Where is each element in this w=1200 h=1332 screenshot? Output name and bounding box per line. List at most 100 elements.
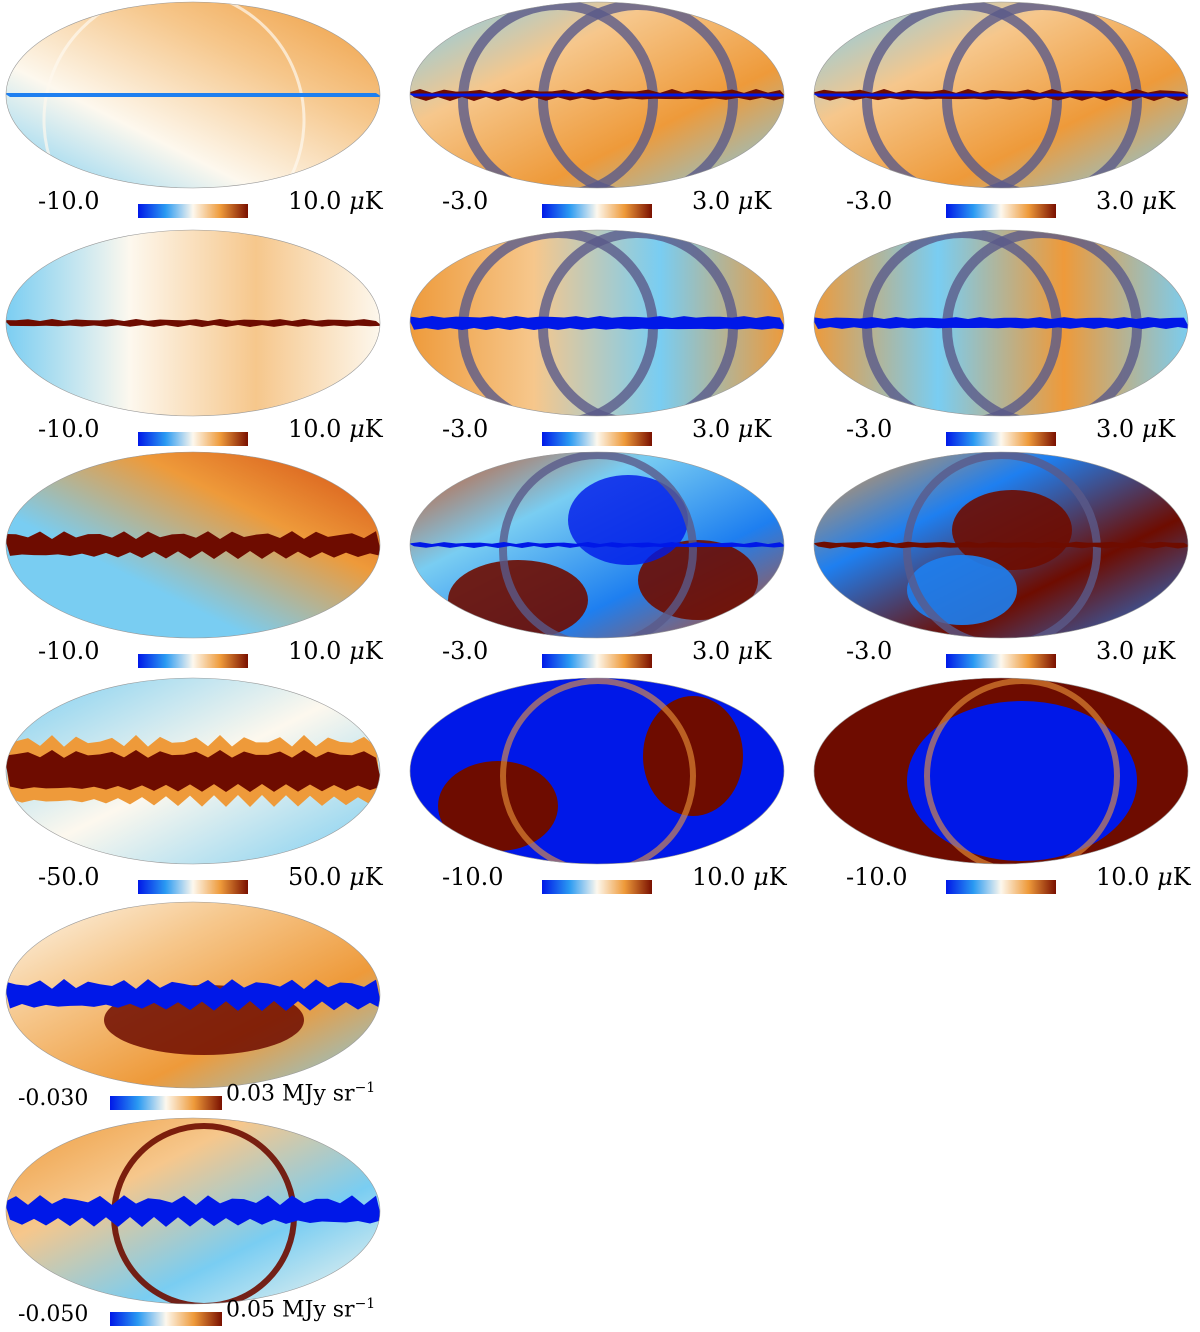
colorbar-min-label: -10.0 [38,637,100,665]
colorbar-unit: μK [737,637,772,665]
colorbar-min-label: -10.0 [442,863,504,891]
colorbar-min-label: -3.0 [846,415,893,443]
colorbar-max-label: 10.0 μK [288,415,383,443]
colorbar-unit-exponent: −1 [354,1296,376,1312]
colorbar-min-label: -3.0 [846,187,893,215]
colorbar-unit: μK [349,415,383,443]
sky-map-panel: -10.0 10.0 μK [4,228,396,450]
mollweide-map [813,229,1189,417]
colorbar-min-label: -10.0 [846,863,908,891]
colorbar-max-label: 10.0 μK [1096,863,1191,891]
sky-map-panel: -3.0 3.0 μK [812,0,1200,222]
mollweide-map [813,677,1189,865]
colorbar-max-value: 3.0 [692,637,738,665]
colorbar-min-label: -0.050 [18,1302,89,1327]
colorbar-max-value: 10.0 [288,415,350,443]
colorbar-max-label: 10.0 μK [288,187,383,215]
colorbar [138,654,248,668]
sky-map-panel: -3.0 3.0 μK [408,450,800,672]
colorbar-unit: μK [1141,187,1176,215]
colorbar-max-label: 3.0 μK [1096,637,1175,665]
colorbar-min-label: -10.0 [38,187,100,215]
mollweide-map [5,451,381,639]
colorbar [946,654,1056,668]
colorbar [138,204,248,218]
colorbar-unit: μK [1141,637,1176,665]
colorbar [946,432,1056,446]
colorbar-min-label: -0.030 [18,1086,89,1111]
sky-map-panel: -3.0 3.0 μK [812,228,1200,450]
colorbar-max-value: 3.0 [692,415,738,443]
sky-map-panel: -3.0 3.0 μK [408,0,800,222]
sky-map-panel: -3.0 3.0 μK [408,228,800,450]
mollweide-map [5,1,381,189]
colorbar-max-value: 0.05 [226,1297,282,1323]
colorbar [946,204,1056,218]
colorbar-unit: μK [1157,863,1191,891]
mollweide-map [409,1,785,189]
colorbar-max-label: 0.05 MJy sr−1 [226,1296,375,1322]
colorbar-unit: μK [737,187,772,215]
colorbar [138,432,248,446]
colorbar-min-label: -50.0 [38,863,100,891]
mollweide-map [813,1,1189,189]
colorbar-unit: μK [349,863,383,891]
mollweide-map [409,451,785,639]
colorbar-max-value: 50.0 [288,863,350,891]
colorbar-max-label: 0.03 MJy sr−1 [226,1080,375,1106]
colorbar-unit: μK [1141,415,1176,443]
colorbar-max-value: 3.0 [1096,415,1142,443]
colorbar-max-label: 3.0 μK [692,415,771,443]
mollweide-map [813,451,1189,639]
colorbar-unit: MJy sr [281,1081,355,1107]
colorbar-max-label: 10.0 μK [692,863,787,891]
colorbar-max-value: 10.0 [692,863,754,891]
mollweide-map [409,677,785,865]
colorbar-max-label: 3.0 μK [1096,415,1175,443]
colorbar [542,432,652,446]
colorbar-max-value: 3.0 [1096,637,1142,665]
colorbar-max-value: 0.03 [226,1081,282,1107]
sky-map-panel: -10.0 10.0 μK [4,450,396,672]
sky-map-panel: -10.0 10.0 μK [812,676,1200,898]
colorbar-min-label: -3.0 [442,637,489,665]
colorbar-unit: μK [349,187,383,215]
colorbar [542,204,652,218]
sky-map-panel: -50.0 50.0 μK [4,676,396,898]
colorbar [542,654,652,668]
colorbar-max-label: 3.0 μK [692,187,771,215]
colorbar [946,880,1056,894]
colorbar-max-label: 3.0 μK [1096,187,1175,215]
colorbar-min-label: -3.0 [442,187,489,215]
colorbar-max-value: 10.0 [288,637,350,665]
colorbar-unit-exponent: −1 [354,1080,376,1096]
colorbar [138,880,248,894]
colorbar-unit: μK [737,415,772,443]
colorbar-unit: μK [753,863,787,891]
sky-map-panel: -0.050 0.05 MJy sr−1 [4,1116,396,1332]
colorbar-min-label: -3.0 [442,415,489,443]
colorbar [542,880,652,894]
mollweide-map [5,1117,381,1305]
mollweide-map [5,901,381,1089]
colorbar-min-label: -3.0 [846,637,893,665]
sky-map-panel: -0.030 0.03 MJy sr−1 [4,900,396,1116]
colorbar-max-label: 3.0 μK [692,637,771,665]
colorbar-max-value: 10.0 [1096,863,1158,891]
colorbar-unit: μK [349,637,383,665]
colorbar-max-value: 3.0 [1096,187,1142,215]
colorbar-unit: MJy sr [281,1297,355,1323]
colorbar-min-label: -10.0 [38,415,100,443]
colorbar-max-value: 10.0 [288,187,350,215]
colorbar-max-label: 10.0 μK [288,637,383,665]
sky-map-panel: -10.0 10.0 μK [408,676,800,898]
sky-map-panel: -10.0 10.0 μK [4,0,396,222]
colorbar-max-label: 50.0 μK [288,863,383,891]
colorbar [110,1312,222,1326]
sky-map-panel: -3.0 3.0 μK [812,450,1200,672]
mollweide-map [5,229,381,417]
colorbar-max-value: 3.0 [692,187,738,215]
colorbar [110,1096,222,1110]
mollweide-map [409,229,785,417]
mollweide-map [5,677,381,865]
